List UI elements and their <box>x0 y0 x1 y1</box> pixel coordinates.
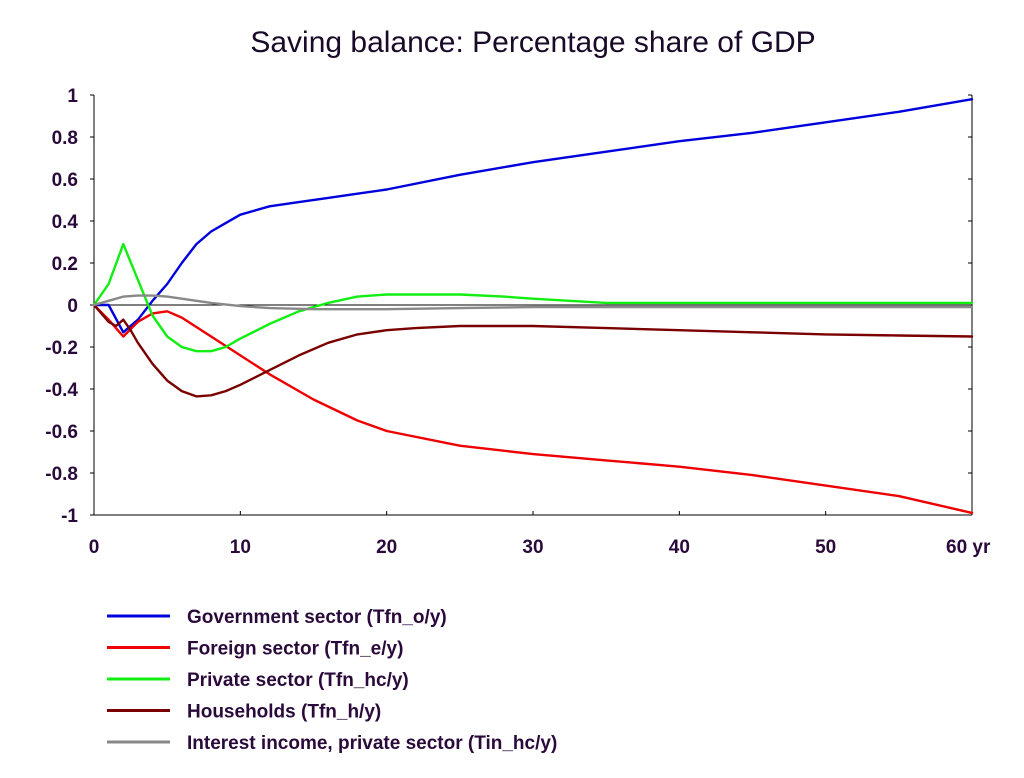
y-tick-label: 0.2 <box>52 254 78 275</box>
series-line <box>92 303 974 398</box>
x-tick-label: 60 yr <box>946 537 991 558</box>
x-tick-label: 10 <box>230 537 251 558</box>
legend: Government sector (Tfn_o/y) Foreign secto… <box>107 607 557 754</box>
legend-label: Private sector (Tfn_hc/y) <box>187 670 409 691</box>
y-tick-label: 0.6 <box>52 170 78 191</box>
legend-label: Foreign sector (Tfn_e/y) <box>187 639 403 660</box>
series-layer <box>92 98 974 515</box>
chart-title: Saving balance: Percentage share of GDP <box>250 26 815 59</box>
legend-label: Households (Tfn_h/y) <box>187 702 381 723</box>
x-tick-label: 20 <box>376 537 397 558</box>
y-tick-label: 1 <box>67 86 78 107</box>
y-tick-label: -0.8 <box>45 464 78 485</box>
legend-label: Government sector (Tfn_o/y) <box>187 607 447 628</box>
legend-label: Interest income, private sector (Tin_hc/… <box>187 733 557 754</box>
series-line <box>92 98 974 334</box>
y-tick-label: 0.4 <box>52 212 79 233</box>
x-tick-label: 0 <box>89 537 100 558</box>
series-line <box>92 242 974 353</box>
y-tick-label: -0.6 <box>45 422 78 443</box>
y-tick-label: 0 <box>67 296 78 317</box>
x-tick-label: 30 <box>522 537 543 558</box>
x-tick-label: 50 <box>815 537 836 558</box>
y-tick-label: -0.2 <box>45 338 78 359</box>
y-tick-label: -1 <box>61 506 78 527</box>
y-tick-label: 0.8 <box>52 128 78 149</box>
series-line <box>92 294 974 311</box>
series-line <box>92 303 974 515</box>
x-tick-label: 40 <box>669 537 690 558</box>
y-tick-label: -0.4 <box>45 380 78 401</box>
